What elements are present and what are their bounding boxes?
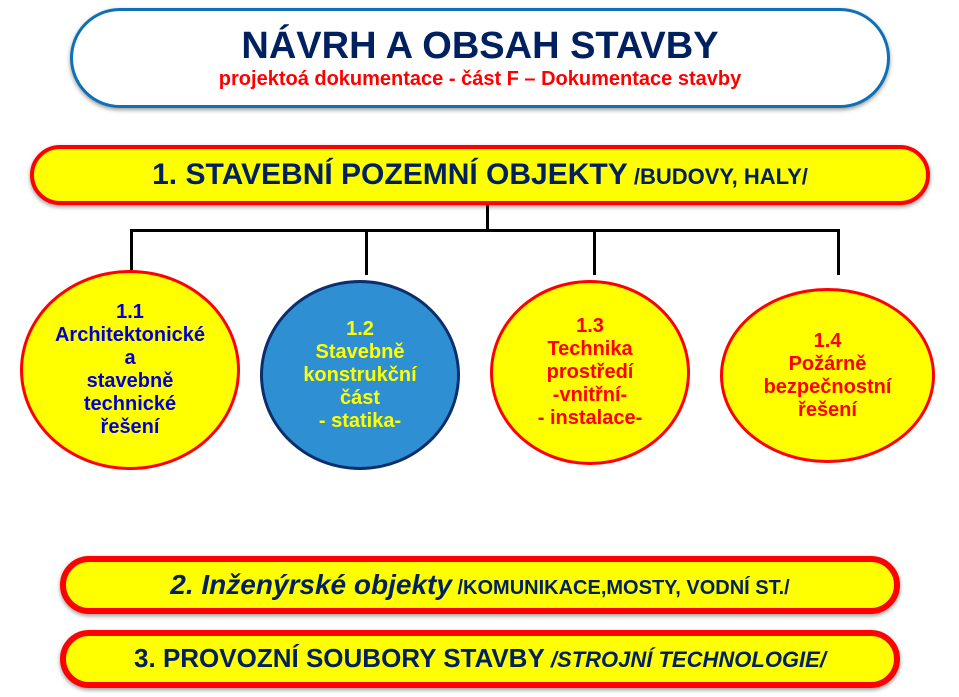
node-line: Stavebně xyxy=(316,341,405,364)
node-line: bezpečnostní xyxy=(764,376,892,399)
node-line: a xyxy=(124,347,135,370)
node-line: -vnitřní- xyxy=(553,384,627,407)
node-line: Požárně xyxy=(789,353,867,376)
node-line: 1.4 xyxy=(814,330,842,353)
node-line: Architektonické xyxy=(55,324,205,347)
node-line: prostředí xyxy=(547,361,634,384)
header-subtitle: projektoá dokumentace - část F – Dokumen… xyxy=(219,68,741,91)
node-line: Technika xyxy=(547,338,632,361)
section-pill: 1. STAVEBNÍ POZEMNÍ OBJEKTY /BUDOVY, HAL… xyxy=(30,145,930,205)
node-line: stavebně xyxy=(87,370,174,393)
footer2-main: 3. PROVOZNÍ SOUBORY STAVBY xyxy=(134,643,545,673)
header-pill: NÁVRH A OBSAH STAVBY projektoá dokumenta… xyxy=(70,8,890,108)
connector-drop-d xyxy=(837,229,840,275)
node-line: technické xyxy=(84,393,176,416)
section-main: 1. STAVEBNÍ POZEMNÍ OBJEKTY xyxy=(152,158,628,191)
header-title: NÁVRH A OBSAH STAVBY xyxy=(241,25,718,69)
node-line: 1.3 xyxy=(576,315,604,338)
footer1-sub: /KOMUNIKACE,MOSTY, VODNÍ ST./ xyxy=(452,577,790,599)
node-line: část xyxy=(340,387,380,410)
node-line: konstrukční xyxy=(303,364,416,387)
node-1-3: 1.3Technikaprostředí-vnitřní-- instalace… xyxy=(490,280,690,465)
connector-drop-c xyxy=(593,229,596,275)
footer1-main: 2. Inženýrské objekty xyxy=(170,569,452,600)
node-line: řešení xyxy=(101,416,160,439)
connector-drop-b xyxy=(365,229,368,275)
node-1-4: 1.4Požárněbezpečnostnířešení xyxy=(720,288,935,463)
node-line: 1.2 xyxy=(346,318,374,341)
connector-main-v xyxy=(486,205,489,229)
section-sub: /BUDOVY, HALY/ xyxy=(628,164,808,189)
footer-pill-2: 3. PROVOZNÍ SOUBORY STAVBY /STROJNÍ TECH… xyxy=(60,630,900,688)
footer-pill-1: 2. Inženýrské objekty /KOMUNIKACE,MOSTY,… xyxy=(60,556,900,614)
connector-drop-a xyxy=(130,229,133,275)
node-line: řešení xyxy=(798,399,857,422)
footer2-sub: /STROJNÍ TECHNOLOGIE/ xyxy=(545,647,826,672)
node-line: - instalace- xyxy=(538,407,642,430)
connector-horiz xyxy=(130,229,840,232)
node-line: 1.1 xyxy=(116,301,144,324)
node-1-2: 1.2Stavebněkonstrukčníčást- statika- xyxy=(260,280,460,470)
node-line: - statika- xyxy=(319,410,401,433)
node-1-1: 1.1Architektonickéastavebnětechnickéřeše… xyxy=(20,270,240,470)
